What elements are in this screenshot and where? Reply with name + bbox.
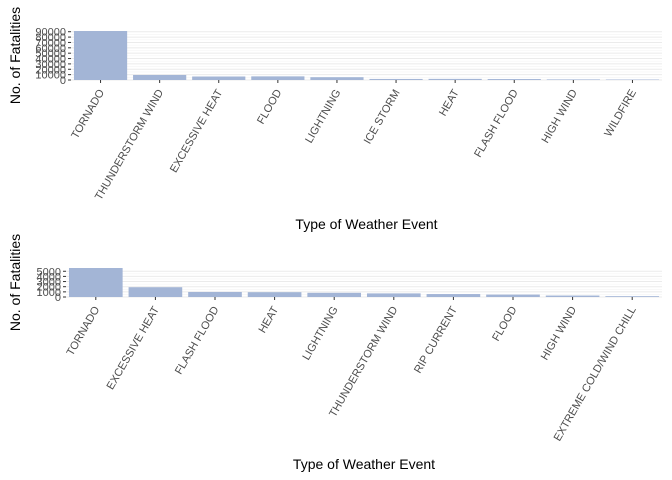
x-tick-label: EXCESSIVE HEAT: [105, 304, 163, 392]
y-tick-label: 5000: [37, 266, 61, 278]
y-axis-label: No. of Fatalities: [7, 7, 23, 104]
y-tick-label: 80000: [35, 32, 66, 44]
bar: [366, 293, 421, 297]
x-axis-label: Type of Weather Event: [293, 456, 435, 472]
x-tick-label: TORNADO: [69, 87, 107, 141]
bar: [546, 79, 600, 80]
x-tick-label: HIGH WIND: [539, 304, 579, 362]
bar: [73, 31, 128, 80]
chart-panel-1: 0100002000030000400005000060000700008000…: [7, 7, 662, 232]
bar: [251, 76, 305, 80]
y-axis-label: No. of Fatalities: [7, 234, 23, 331]
x-tick-label: FLOOD: [255, 87, 284, 126]
y-tick-label: 70000: [35, 37, 66, 49]
bar: [426, 294, 481, 297]
bar: [192, 76, 246, 80]
bar: [310, 77, 364, 80]
x-tick-label: WILDFIRE: [602, 88, 639, 140]
x-tick-label: HEAT: [257, 304, 282, 335]
bar: [128, 287, 183, 297]
x-tick-label: THUNDERSTORM WIND: [93, 87, 166, 202]
x-tick-label: LIGHTNING: [300, 305, 340, 363]
x-tick-label: FLASH FLOOD: [173, 304, 222, 376]
x-tick-label: THUNDERSTORM WIND: [327, 304, 400, 419]
y-tick-label: 0: [60, 75, 66, 87]
bar: [605, 296, 660, 297]
y-tick-label: 1000: [37, 287, 61, 299]
y-tick-label: 0: [55, 292, 61, 304]
x-tick-label: HEAT: [437, 87, 462, 118]
y-tick-label: 3000: [37, 277, 61, 289]
x-tick-label: ICE STORM: [362, 88, 403, 147]
bar: [369, 78, 423, 80]
bar: [133, 74, 187, 80]
y-tick-label: 2000: [37, 282, 61, 294]
y-tick-label: 40000: [35, 54, 66, 66]
bar: [68, 268, 123, 297]
x-tick-label: FLOOD: [490, 304, 519, 343]
y-tick-label: 90000: [35, 27, 66, 39]
bar: [486, 294, 540, 297]
x-tick-label: FLASH FLOOD: [472, 87, 521, 159]
bar: [428, 78, 482, 80]
x-tick-label: LIGHTNING: [303, 88, 343, 146]
bar: [307, 292, 362, 297]
x-tick-label: RIP CURRENT: [412, 304, 460, 375]
x-tick-label: EXCESSIVE HEAT: [168, 87, 226, 175]
y-tick-label: 60000: [35, 43, 66, 55]
y-tick-label: 4000: [37, 271, 61, 283]
bar: [487, 79, 541, 80]
y-tick-label: 30000: [35, 59, 66, 71]
bar: [545, 295, 600, 297]
x-tick-label: HIGH WIND: [540, 87, 580, 145]
x-axis-label: Type of Weather Event: [295, 216, 437, 232]
y-tick-label: 50000: [35, 48, 66, 60]
bar: [247, 292, 302, 297]
x-tick-label: TORNADO: [65, 304, 103, 358]
y-tick-label: 10000: [35, 70, 66, 82]
y-tick-label: 20000: [35, 64, 66, 76]
bar: [188, 291, 242, 297]
